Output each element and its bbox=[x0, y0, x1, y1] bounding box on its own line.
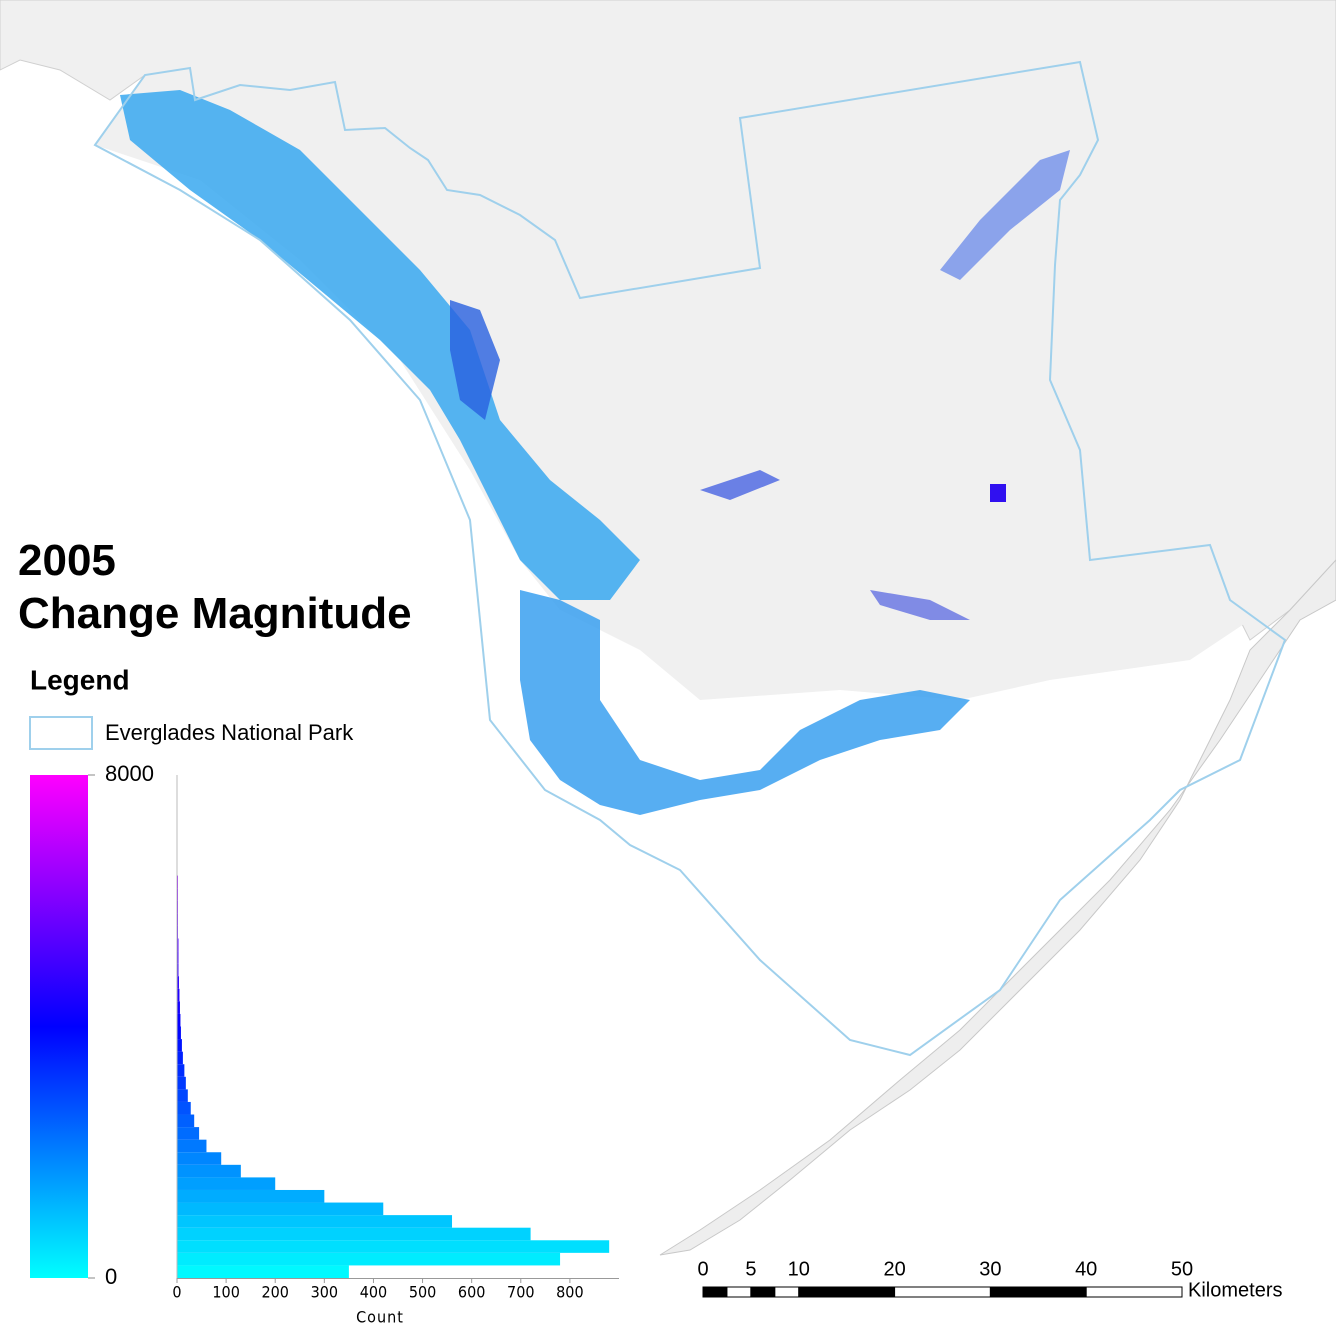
legend-swatch bbox=[29, 716, 93, 750]
histogram-bar bbox=[177, 1026, 181, 1040]
scale-segment bbox=[726, 1286, 752, 1298]
scale-segment bbox=[774, 1286, 800, 1298]
histogram-bar bbox=[177, 1001, 180, 1014]
park-land bbox=[95, 62, 1250, 700]
histogram-bar bbox=[177, 1039, 182, 1052]
x-tick-label: 800 bbox=[556, 1283, 583, 1302]
scale-label: 50 bbox=[1171, 1258, 1193, 1280]
x-tick-label: 300 bbox=[311, 1283, 338, 1302]
histogram-bar bbox=[177, 938, 179, 952]
histogram-bar bbox=[177, 1227, 531, 1241]
histogram-bar bbox=[177, 1051, 183, 1065]
change-patch bbox=[940, 150, 1070, 280]
park-boundary bbox=[93, 60, 1287, 1057]
colorbar-label: 8000 bbox=[105, 761, 154, 786]
x-tick-label: 700 bbox=[507, 1283, 534, 1302]
x-tick-label: 0 bbox=[172, 1283, 181, 1302]
scale-label: 5 bbox=[745, 1258, 756, 1280]
histogram-bar bbox=[177, 1089, 188, 1102]
histogram-bar bbox=[177, 951, 179, 964]
histogram-bar bbox=[177, 1202, 384, 1216]
histogram-bar bbox=[177, 1177, 276, 1190]
histogram-bar bbox=[177, 1139, 207, 1153]
histogram-bar bbox=[177, 1189, 325, 1203]
scale-segment bbox=[989, 1286, 1087, 1298]
histogram-bar bbox=[177, 963, 179, 977]
histogram-bar bbox=[177, 1013, 181, 1027]
histogram-bar bbox=[177, 1252, 561, 1266]
histogram-bar bbox=[177, 976, 179, 989]
change-coast bbox=[120, 90, 640, 600]
scale-segment bbox=[798, 1286, 896, 1298]
histogram-bar bbox=[177, 1127, 200, 1140]
histogram-bar bbox=[177, 1215, 453, 1228]
scale-segment bbox=[894, 1286, 991, 1298]
histogram-bar bbox=[177, 1076, 186, 1090]
histogram-bar bbox=[177, 1101, 191, 1115]
colorbar-label: 0 bbox=[105, 1264, 117, 1289]
title: 2005 bbox=[18, 536, 116, 585]
change-patch bbox=[870, 590, 970, 620]
legend-label: Everglades National Park bbox=[105, 720, 354, 745]
histogram-bar bbox=[177, 1114, 195, 1128]
scale-label: 20 bbox=[883, 1258, 905, 1280]
change-patch bbox=[990, 484, 1006, 502]
histogram-bar bbox=[177, 1064, 185, 1077]
colorbar bbox=[30, 775, 88, 1278]
legend-title: Legend bbox=[30, 664, 130, 695]
x-tick-label: 600 bbox=[458, 1283, 485, 1302]
dynamic-layer: 0 8000 0 100 200 300 400 500 600 700 800 Count 0 5 10 2… bbox=[88, 761, 1282, 1327]
scale-label: 10 bbox=[788, 1258, 810, 1280]
scale-segment bbox=[702, 1286, 728, 1298]
x-tick-label: 400 bbox=[360, 1283, 387, 1302]
x-axis-label: Count bbox=[356, 1308, 404, 1327]
change-patch bbox=[700, 470, 780, 500]
x-tick-label: 200 bbox=[261, 1283, 288, 1302]
scale-label: 40 bbox=[1075, 1258, 1097, 1280]
scale-segment bbox=[750, 1286, 776, 1298]
change-south bbox=[520, 590, 970, 815]
change-patch bbox=[450, 300, 500, 420]
subtitle: Change Magnitude bbox=[18, 589, 412, 638]
x-tick-label: 100 bbox=[212, 1283, 239, 1302]
x-tick-label: 500 bbox=[409, 1283, 436, 1302]
histogram-bar bbox=[177, 1152, 222, 1165]
histogram-bar bbox=[177, 988, 180, 1002]
scale-label: 0 bbox=[697, 1258, 708, 1280]
histogram-bar bbox=[177, 1240, 610, 1253]
scale-segment bbox=[1085, 1286, 1183, 1298]
scale-unit: Kilometers bbox=[1188, 1279, 1282, 1301]
histogram-bar bbox=[177, 1265, 349, 1278]
histogram-bar bbox=[177, 1164, 241, 1178]
scale-label: 30 bbox=[979, 1258, 1001, 1280]
